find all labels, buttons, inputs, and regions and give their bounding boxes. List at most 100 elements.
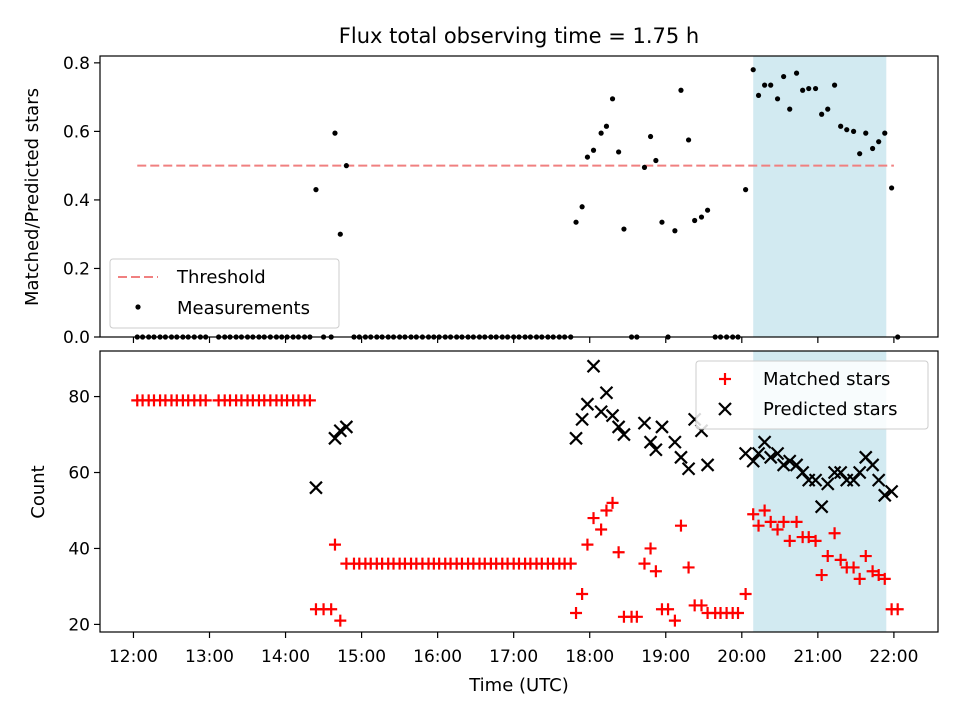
predicted-points — [309, 359, 899, 514]
predicted-point — [877, 488, 892, 503]
measurement-point — [647, 133, 654, 140]
measurement-point — [621, 226, 627, 232]
matched-point — [764, 515, 777, 528]
measurement-point — [573, 219, 579, 225]
predicted-point — [655, 420, 669, 434]
top-panel: 0.00.20.40.60.8 Matched/Predicted stars … — [22, 54, 939, 348]
top-highlight-span — [753, 56, 887, 337]
predicted-point — [668, 435, 682, 449]
matched-point — [783, 534, 796, 547]
predicted-point — [569, 431, 583, 446]
measurement-point — [889, 185, 895, 191]
predicted-point — [763, 450, 778, 465]
predicted-point — [700, 458, 715, 472]
top-y-tick-label: 0.6 — [63, 122, 90, 142]
bottom-plot-frame — [99, 350, 939, 633]
predicted-point — [782, 454, 797, 468]
top-legend-box — [109, 258, 340, 329]
measurement-point — [838, 123, 844, 129]
measurement-point — [844, 127, 850, 133]
bottom-legend: Matched stars Predicted stars — [695, 360, 929, 430]
matched-point — [199, 394, 212, 407]
measurement-point — [806, 85, 812, 92]
x-tick-label: 22:00 — [869, 647, 918, 667]
measurement-point — [850, 128, 857, 134]
bottom-y-tick-label: 40 — [68, 539, 90, 559]
matched-point — [777, 515, 790, 528]
matched-point — [802, 531, 815, 544]
matched-point — [872, 569, 885, 582]
legend-matched-swatch — [719, 373, 731, 385]
measurement-point — [337, 231, 343, 237]
measurement-point — [598, 130, 604, 136]
measurement-point — [332, 130, 338, 136]
matched-point — [576, 588, 589, 601]
measurement-point — [819, 111, 825, 117]
x-tick-label: 18:00 — [565, 647, 614, 667]
predicted-point — [599, 385, 614, 400]
top-y-tick-label: 0.4 — [63, 191, 90, 211]
measurement-point — [762, 82, 768, 88]
predicted-point — [333, 423, 348, 438]
predicted-point — [681, 461, 696, 476]
measurement-point — [743, 187, 749, 193]
measurement-point — [768, 82, 774, 88]
measurement-point — [787, 106, 793, 112]
measurement-point — [698, 214, 705, 220]
predicted-point — [637, 416, 652, 430]
bottom-y-axis: 20 40 60 80 — [68, 388, 100, 635]
bottom-y-tick-label: 60 — [68, 464, 90, 484]
matched-point — [600, 504, 613, 517]
matched-point — [325, 603, 338, 616]
predicted-point — [827, 465, 842, 480]
predicted-point — [328, 431, 342, 446]
predicted-point — [575, 412, 589, 427]
matched-point — [815, 569, 828, 582]
measurement-point — [793, 70, 800, 76]
measurement-point — [857, 151, 863, 157]
top-y-tick-label: 0.2 — [63, 259, 90, 279]
matched-point — [859, 550, 872, 563]
x-tick-label: 13:00 — [185, 647, 234, 667]
matched-point — [570, 607, 583, 620]
matched-point — [612, 546, 625, 559]
measurement-point — [781, 73, 787, 80]
matched-point — [644, 542, 657, 555]
matched-point — [878, 572, 891, 585]
predicted-point — [757, 435, 772, 449]
chart-title: Flux total observing time = 1.75 h — [339, 24, 699, 48]
matched-point — [668, 614, 681, 627]
measurement-point — [313, 187, 319, 193]
matched-point — [758, 504, 771, 517]
predicted-point — [611, 420, 626, 434]
x-tick-label: 15:00 — [337, 647, 386, 667]
measurement-point — [774, 96, 781, 102]
matched-points — [131, 394, 904, 627]
x-tick-label: 16:00 — [413, 647, 462, 667]
matched-point — [834, 553, 847, 566]
matched-point — [739, 588, 752, 601]
measurement-point — [653, 157, 659, 164]
bottom-x-axis: 12:00 13:00 14:00 15:00 16:00 17:00 18:00 19:00… — [109, 632, 918, 667]
predicted-point — [776, 458, 791, 472]
measurement-point — [755, 92, 762, 99]
matched-point — [606, 496, 619, 509]
matched-point — [732, 607, 745, 620]
measurement-point — [584, 154, 591, 160]
predicted-point — [674, 450, 688, 465]
predicted-point — [770, 446, 785, 461]
predicted-point — [586, 359, 601, 373]
x-tick-label: 17:00 — [489, 647, 538, 667]
x-tick-label: 14:00 — [261, 647, 310, 667]
top-legend: Threshold Measurements — [109, 258, 340, 329]
matched-point — [334, 614, 347, 627]
matched-point — [771, 523, 784, 536]
predicted-point — [865, 458, 880, 472]
x-tick-label: 12:00 — [109, 647, 158, 667]
matched-point — [682, 561, 695, 574]
matched-point — [638, 557, 651, 570]
bottom-y-tick-label: 20 — [68, 615, 90, 635]
matched-point — [649, 565, 662, 578]
